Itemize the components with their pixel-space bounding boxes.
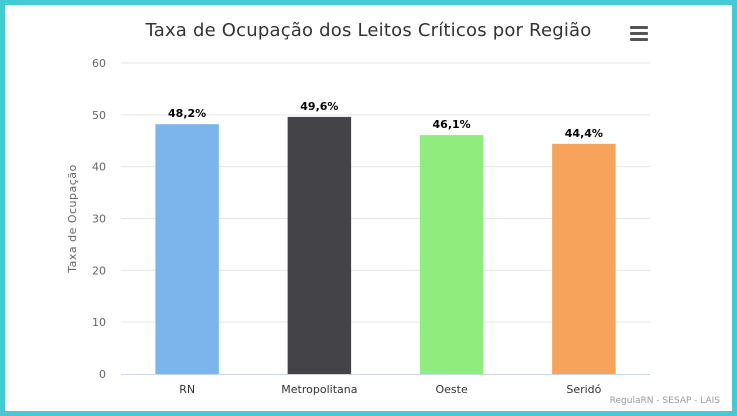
bar-chart: 0 10 20 30 40 50 60 48,2% 49,6% 46,1% 44,4% RN Met… (66, 57, 650, 396)
credits-link[interactable]: RegulaRN - SESAP - LAIS (609, 396, 720, 406)
x-tick-label: Seridó (566, 383, 601, 396)
y-tick-label: 30 (92, 213, 106, 226)
y-axis-ticks: 0 10 20 30 40 50 60 (92, 57, 106, 381)
x-tick-label: Oeste (436, 383, 468, 396)
x-axis-ticks: RN Metropolitana Oeste Seridó (179, 383, 601, 396)
menu-line (630, 26, 648, 29)
y-axis-title: Taxa de Ocupação (66, 164, 79, 274)
x-tick-label: Metropolitana (281, 383, 357, 396)
data-label: 49,6% (300, 100, 338, 113)
menu-line (630, 38, 648, 41)
bars (155, 116, 616, 374)
chart-title: Taxa de Ocupação dos Leitos Críticos por… (145, 20, 592, 41)
y-tick-label: 50 (92, 109, 106, 122)
x-tick-label: RN (179, 383, 195, 396)
bar-oeste (419, 135, 484, 374)
y-tick-label: 60 (92, 57, 106, 70)
bar-metropolitana (287, 116, 352, 374)
data-labels: 48,2% 49,6% 46,1% 44,4% (168, 100, 603, 140)
data-label: 48,2% (168, 107, 206, 120)
data-label: 44,4% (565, 127, 603, 140)
hamburger-menu-icon[interactable] (627, 23, 651, 45)
y-tick-label: 10 (92, 316, 106, 329)
bar-rn (155, 124, 219, 374)
y-tick-label: 0 (99, 368, 106, 381)
menu-line (630, 32, 648, 35)
bar-seridó (552, 143, 616, 374)
y-tick-label: 20 (92, 264, 106, 277)
data-label: 46,1% (433, 118, 471, 131)
y-tick-label: 40 (92, 161, 106, 174)
